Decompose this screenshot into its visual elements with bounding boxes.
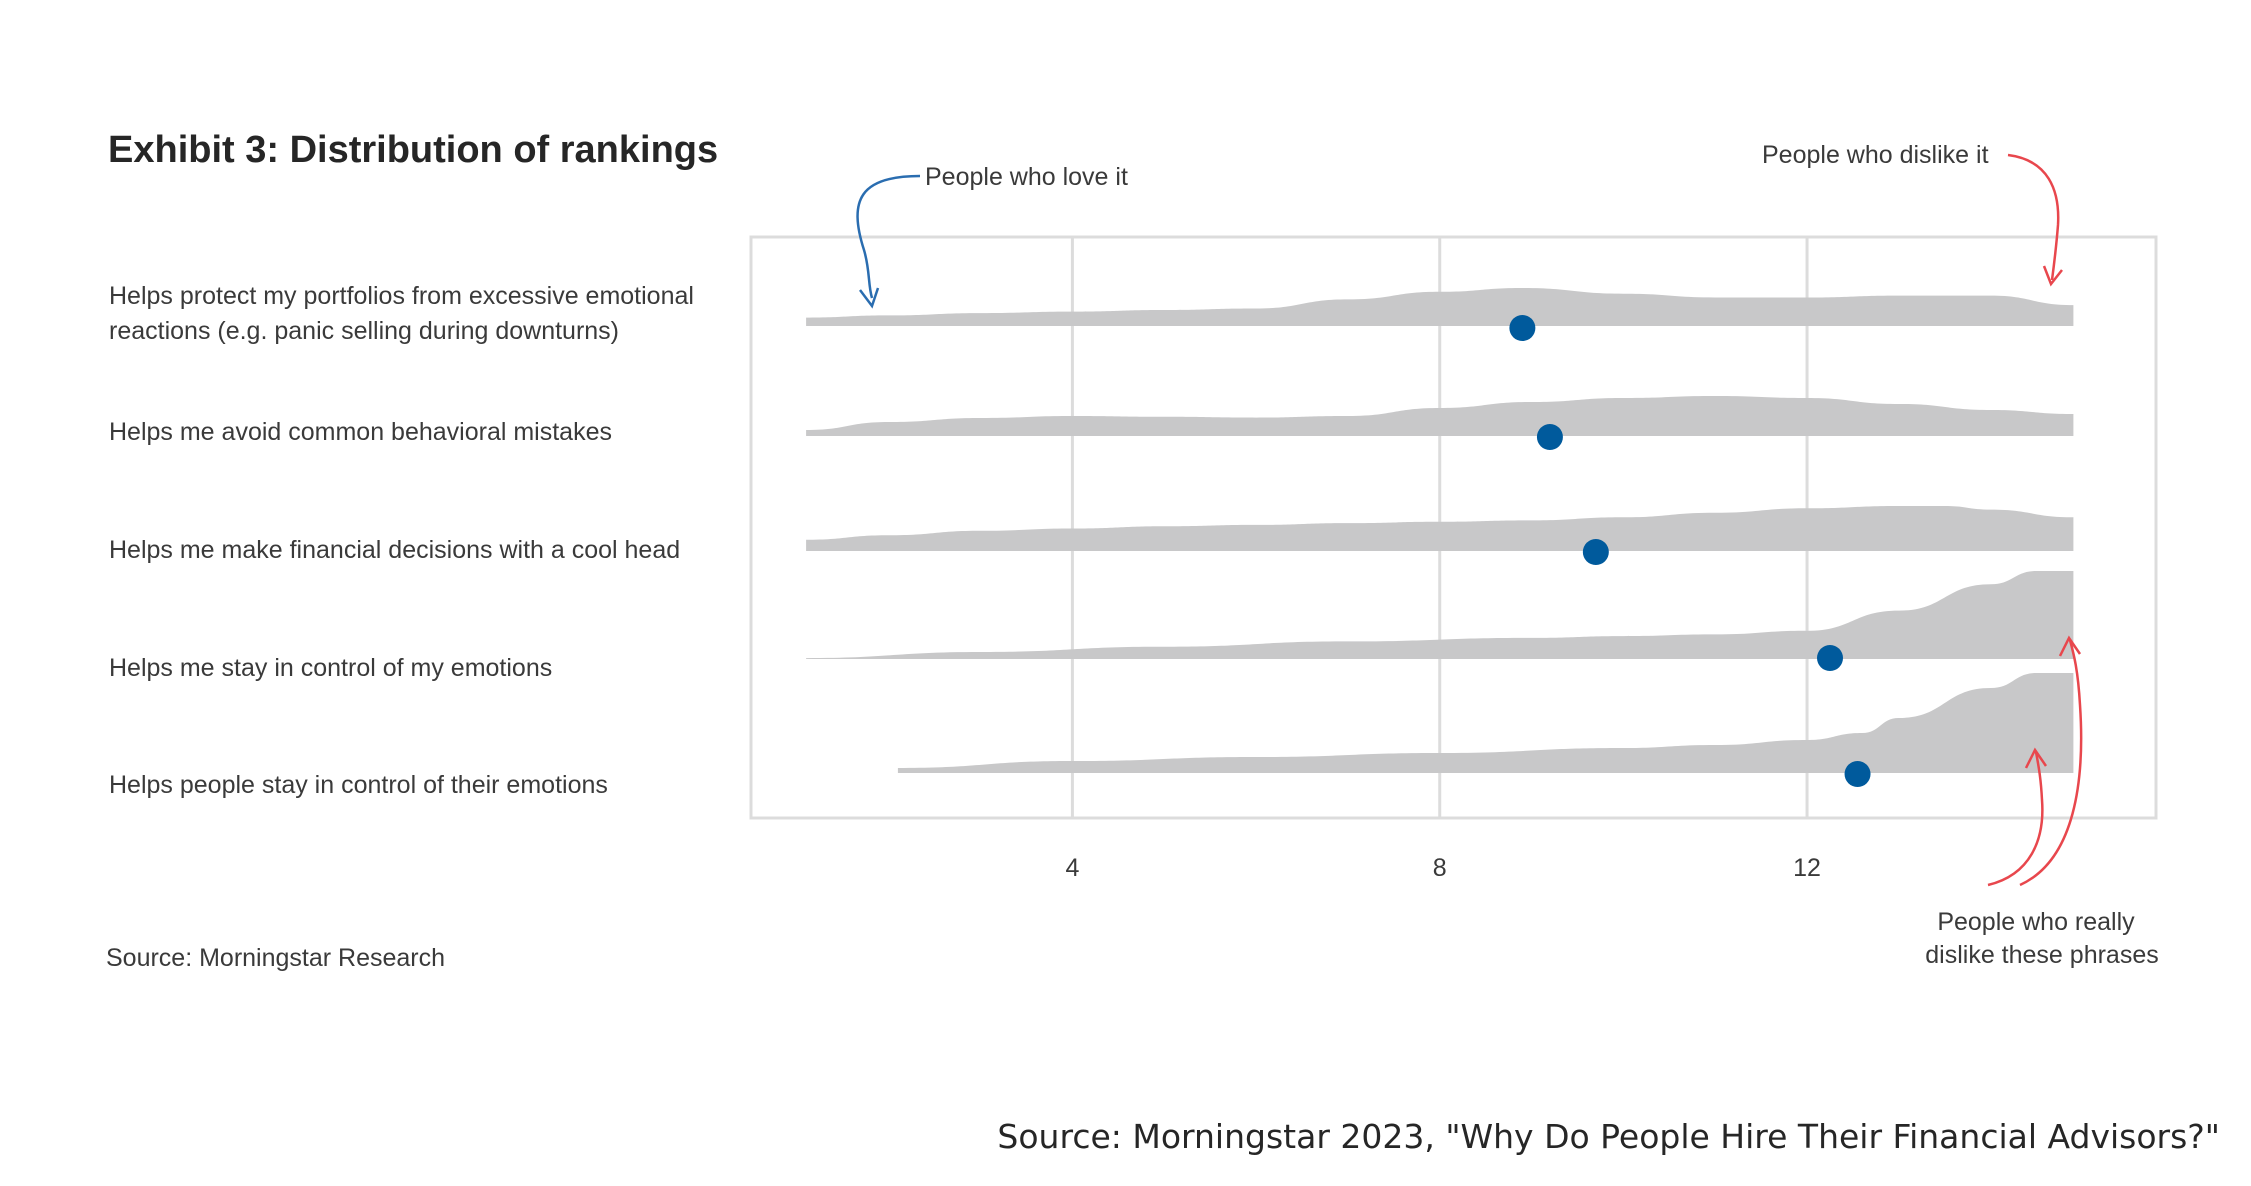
arrowhead-really-dislike-1 — [2058, 635, 2082, 657]
mean-dot-4 — [1817, 645, 1844, 671]
plot-frame — [749, 235, 2158, 820]
density-ridge-2 — [806, 396, 2074, 436]
chart-title: Exhibit 3: Distribution of rankings — [108, 129, 718, 171]
arrow-love — [856, 174, 921, 299]
density-ridge-5 — [897, 673, 2074, 773]
density-ridge-3 — [806, 506, 2074, 551]
row-label-4: Helps me stay in control of my emotions — [109, 654, 552, 682]
row-label-1: Helps protect my portfolios from excessi… — [109, 282, 694, 310]
footer-source: Source: Morningstar 2023, "Why Do People… — [997, 1117, 2220, 1156]
x-tick-label: 12 — [1793, 854, 1821, 882]
annotation-really-dislike-line1: People who really — [1937, 908, 2135, 936]
x-tick-label: 4 — [1065, 854, 1079, 882]
arrowhead-love — [859, 287, 880, 309]
mean-dot-2 — [1536, 424, 1563, 450]
x-axis-ticks: 4 8 12 — [1065, 854, 1820, 882]
annotation-dislike: People who dislike it — [1762, 141, 1989, 169]
arrow-really-dislike-2 — [1987, 751, 2044, 887]
row-label-3: Helps me make financial decisions with a… — [109, 536, 680, 564]
row-label-5: Helps people stay in control of their em… — [109, 771, 608, 799]
arrow-really-dislike-1 — [2019, 639, 2083, 887]
density-ridge-4 — [806, 571, 2074, 659]
density-ridge-1 — [806, 288, 2074, 326]
mean-dot-3 — [1582, 539, 1609, 565]
annotation-love: People who love it — [925, 163, 1128, 191]
row-labels: Helps protect my portfolios from excessi… — [109, 282, 694, 799]
mean-dots — [1509, 315, 1871, 787]
annotation-really-dislike-line2: dislike these phrases — [1925, 941, 2158, 969]
mean-dot-1 — [1509, 315, 1536, 341]
arrowhead-dislike — [2042, 265, 2063, 287]
density-ridges — [806, 288, 2074, 773]
mean-dot-5 — [1844, 761, 1871, 787]
x-tick-label: 8 — [1433, 854, 1447, 882]
arrow-dislike — [2007, 153, 2060, 281]
row-label-1: reactions (e.g. panic selling during dow… — [109, 317, 619, 345]
arrowhead-really-dislike-2 — [2024, 747, 2048, 769]
row-label-2: Helps me avoid common behavioral mistake… — [109, 418, 612, 446]
chart-source: Source: Morningstar Research — [106, 944, 445, 972]
